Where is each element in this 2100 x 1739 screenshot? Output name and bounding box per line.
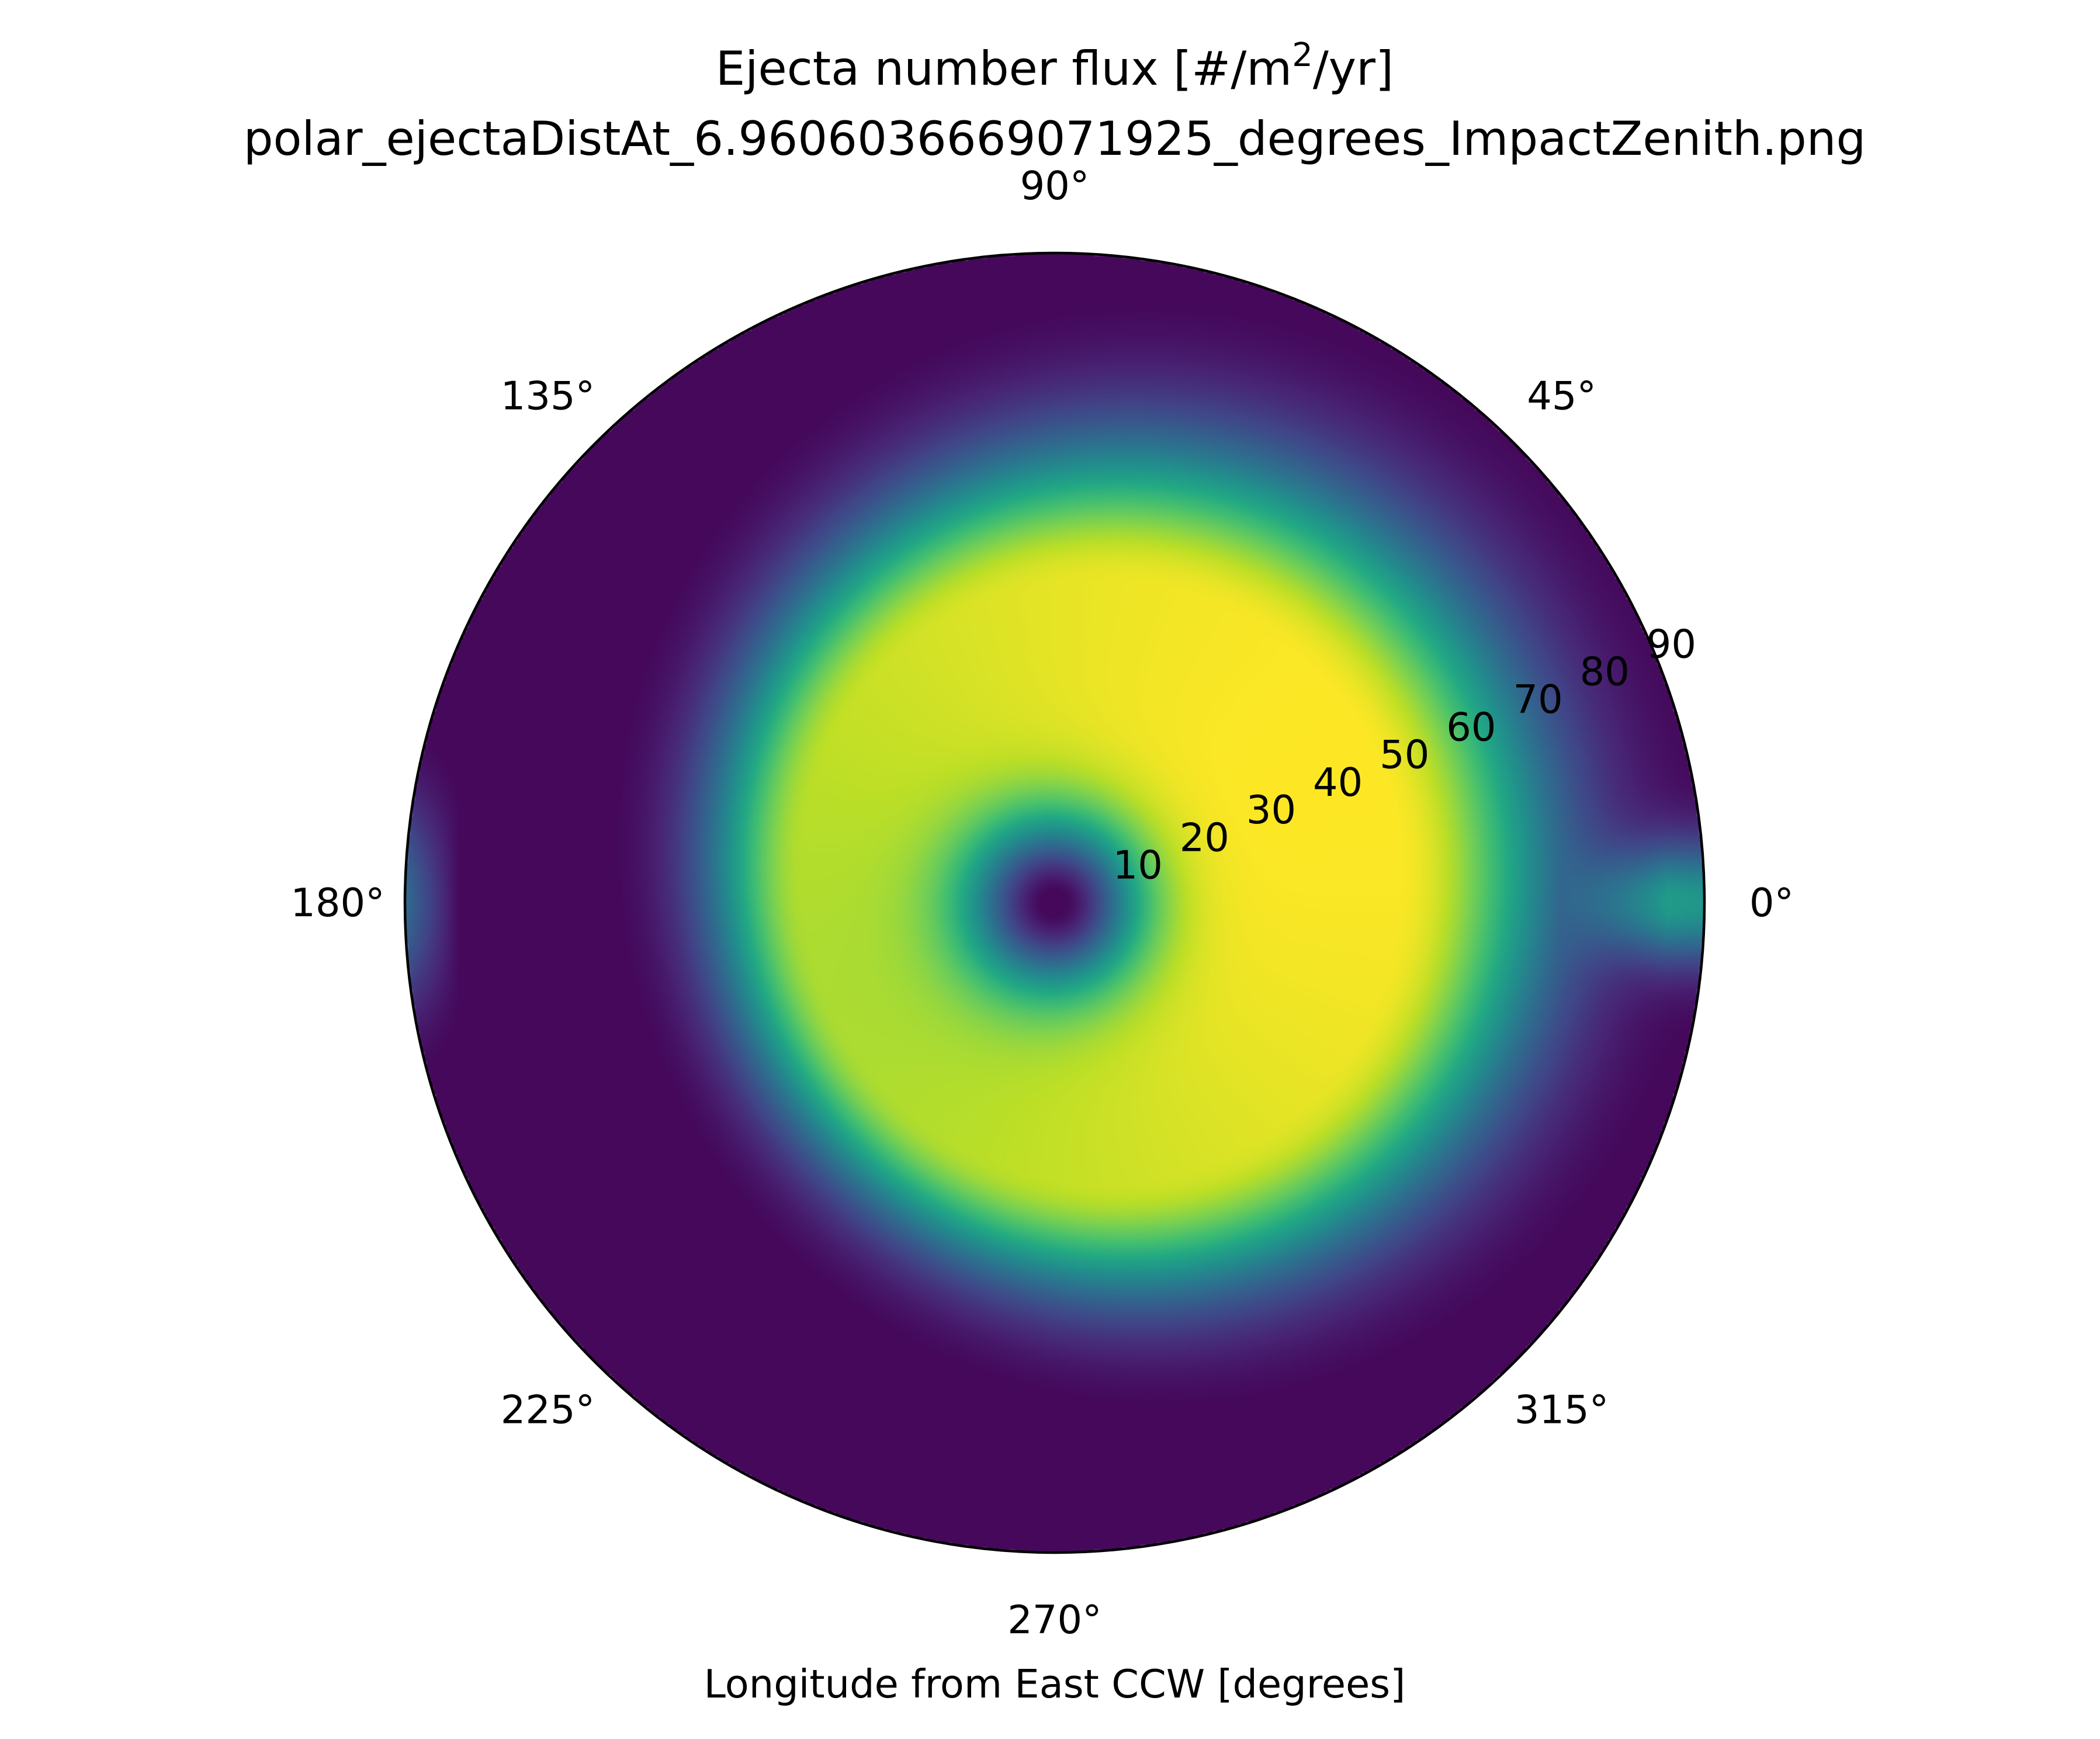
theta-tick-label: 0° [1749,880,1794,926]
flux-heatmap [405,253,1704,1553]
radial-tick-label: 50 [1380,732,1429,778]
radial-tick-label: 40 [1313,760,1363,805]
theta-tick-label: 90° [1020,163,1090,209]
radial-tick-labels: 10 20 30 40 50 60 70 80 90 [1113,622,1696,888]
chart-title: Ejecta number flux [#/m2/yr] [716,36,1394,96]
chart-title-tail: /yr] [1313,41,1394,96]
theta-tick-label: 225° [501,1387,595,1433]
chart-title-main: Ejecta number flux [#/m [716,41,1292,96]
radial-tick-label: 60 [1446,704,1496,750]
radial-tick-label: 70 [1513,677,1562,722]
theta-tick-labels: 0° 45° 90° 135° 180° 225° 270° 315° [290,163,1794,1643]
radial-tick-label: 80 [1580,649,1630,695]
radial-tick-label: 30 [1246,787,1296,833]
radial-tick-label: 20 [1180,815,1229,860]
chart-subtitle: polar_ejectaDistAt_6.960603666907192​5_d… [244,112,1866,166]
theta-tick-label: 315° [1515,1387,1609,1433]
x-axis-label: Longitude from East CCW [degrees] [704,1661,1406,1707]
radial-tick-label: 90 [1647,622,1696,667]
theta-tick-label: 45° [1527,373,1596,418]
radial-tick-label: 10 [1113,843,1163,888]
theta-tick-label: 135° [501,373,595,418]
chart-title-superscript: 2 [1292,36,1313,74]
theta-tick-label: 180° [290,880,384,926]
polar-frame [403,251,1706,1554]
theta-tick-label: 270° [1007,1597,1101,1643]
